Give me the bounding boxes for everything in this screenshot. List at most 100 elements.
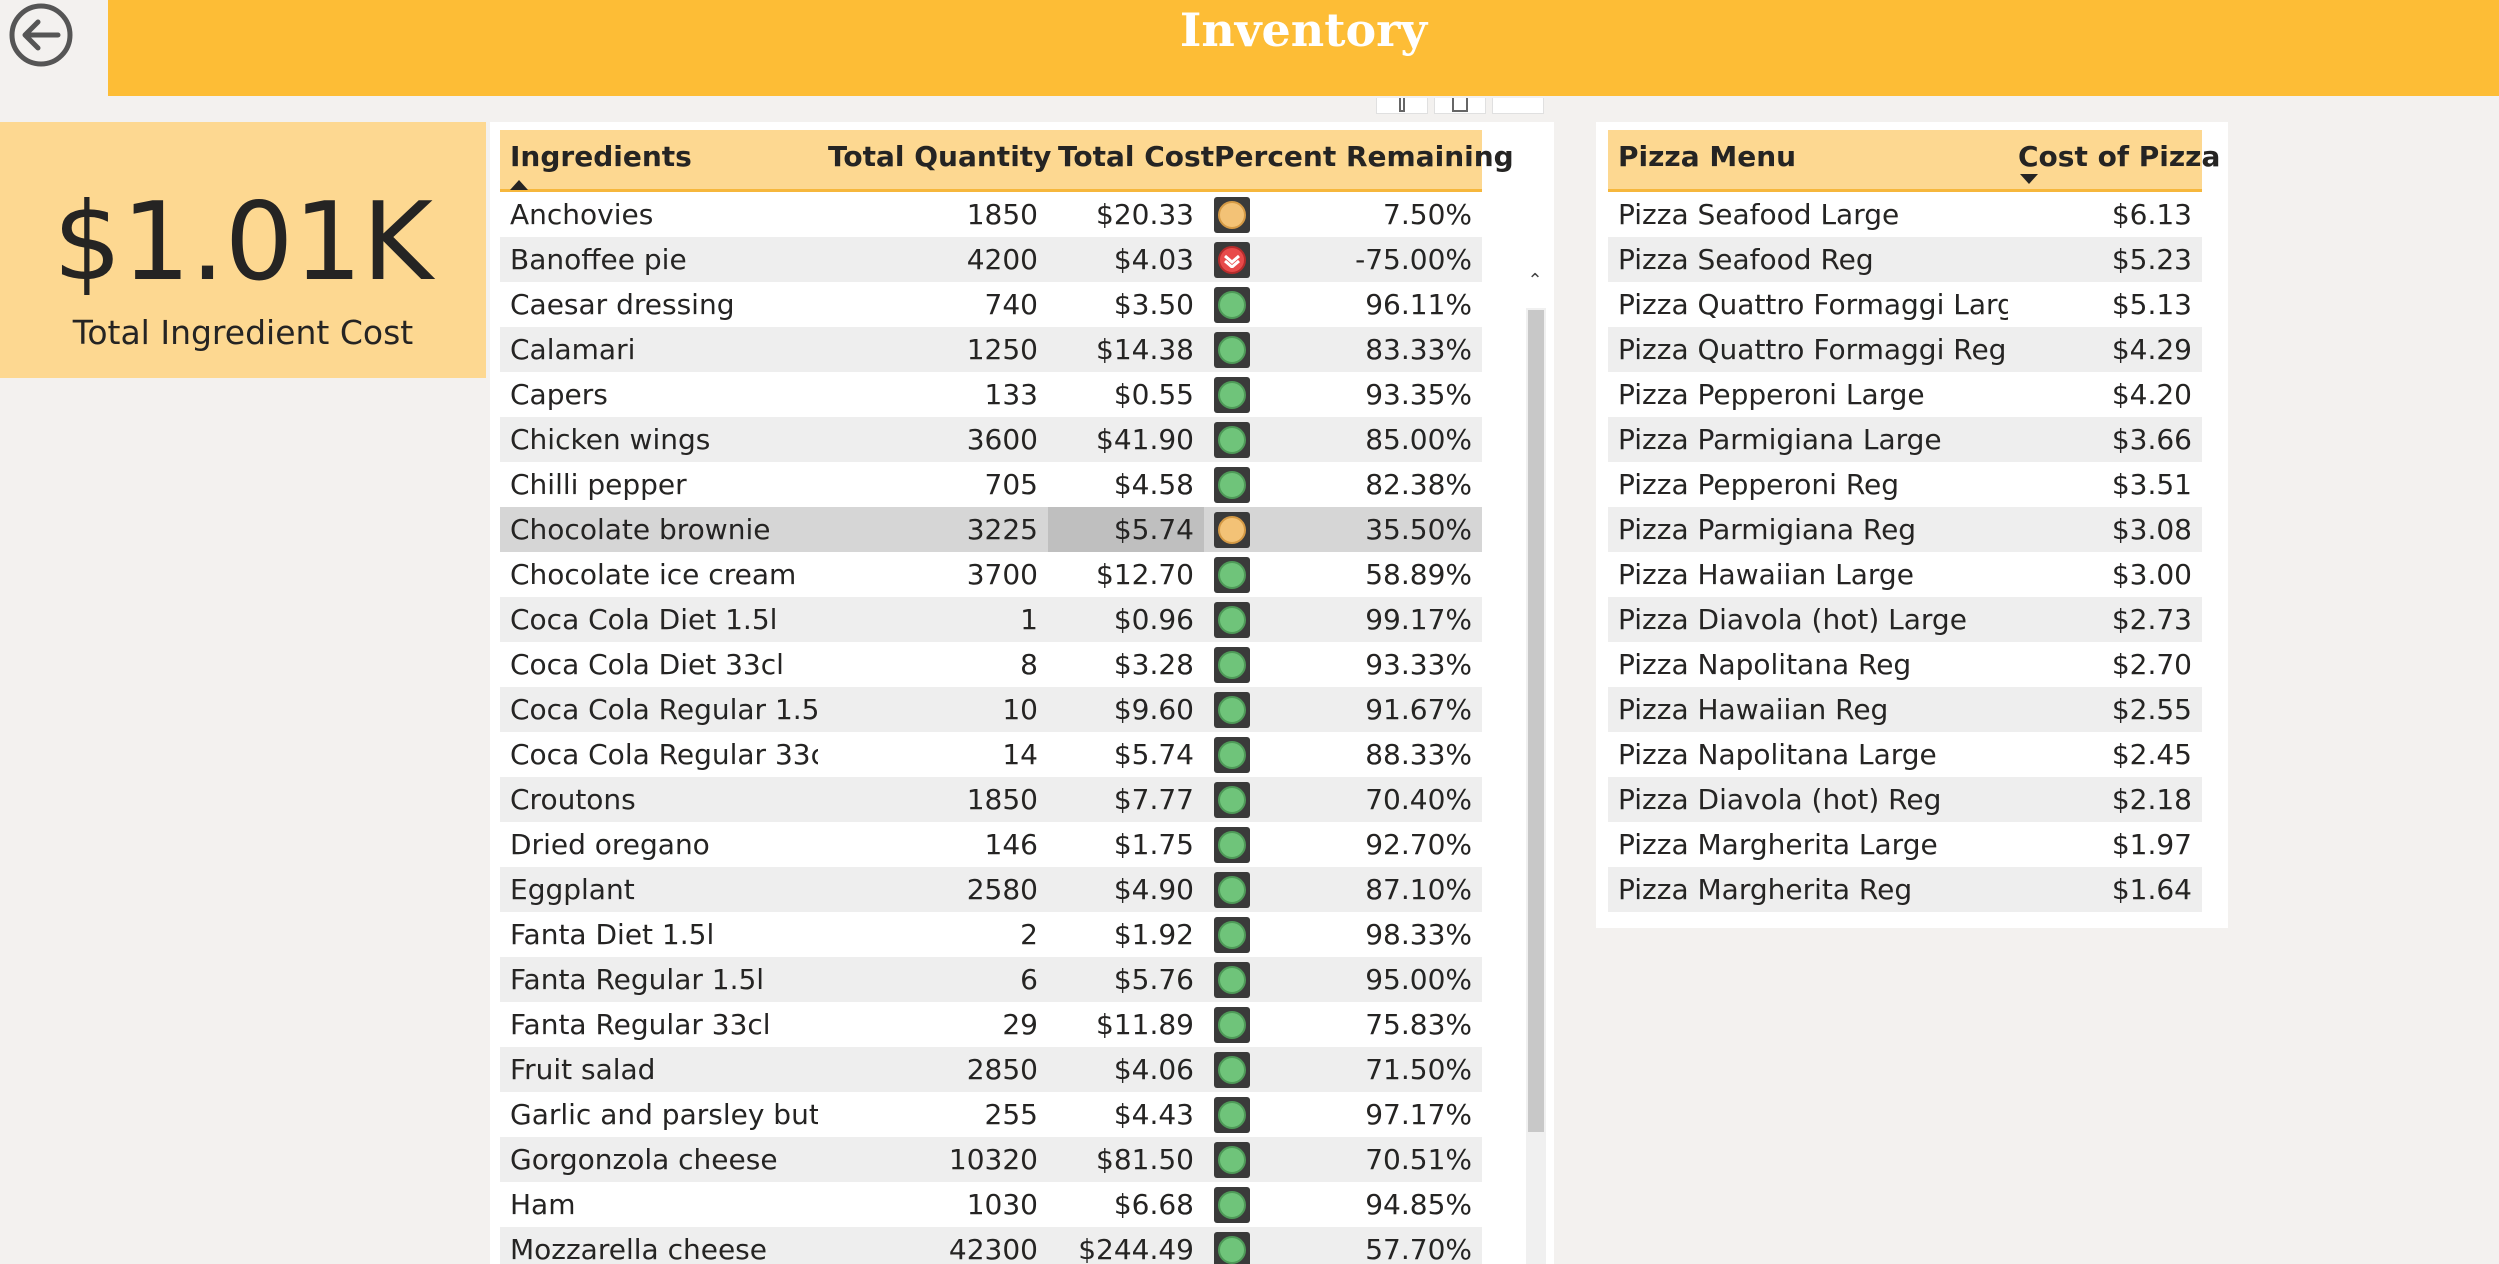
column-header-ingredients[interactable]: Ingredients <box>510 140 692 173</box>
status-indicator-icon <box>1214 1051 1250 1088</box>
table-row[interactable]: Coca Cola Diet 1.5l 1 $0.96 99.17% <box>500 597 1482 642</box>
table-row[interactable]: Coca Cola Regular 1.5l 10 $9.60 91.67% <box>500 687 1482 732</box>
table-row[interactable]: Chicken wings 3600 $41.90 85.00% <box>500 417 1482 462</box>
table-row[interactable]: Coca Cola Regular 33cl 14 $5.74 88.33% <box>500 732 1482 777</box>
ingredient-name: Coca Cola Regular 1.5l <box>510 693 818 726</box>
table-row[interactable]: Pizza Parmigiana Reg $3.08 <box>1608 507 2202 552</box>
total-quantity: 1250 <box>966 333 1038 366</box>
ingredients-table-visual[interactable]: Ingredients Total Quantity Total Cost Pe… <box>490 122 1554 1264</box>
total-quantity: 133 <box>984 378 1038 411</box>
total-ingredient-cost-card[interactable]: $1.01K Total Ingredient Cost <box>0 122 486 378</box>
pizza-cost: $3.00 <box>2111 558 2192 591</box>
percent-remaining-cell: 57.70% <box>1204 1227 1482 1264</box>
total-cost: $41.90 <box>1096 423 1194 456</box>
table-row[interactable]: Gorgonzola cheese 10320 $81.50 70.51% <box>500 1137 1482 1182</box>
status-indicator-icon <box>1214 601 1250 638</box>
pizza-menu-table-visual[interactable]: Pizza Menu Cost of Pizza Pizza Seafood L… <box>1596 122 2228 928</box>
total-cost: $1.75 <box>1113 828 1194 861</box>
pizza-name: Pizza Parmigiana Large <box>1618 423 1942 456</box>
column-header-total-cost[interactable]: Total Cost <box>1058 140 1215 173</box>
table-row[interactable]: Fanta Regular 1.5l 6 $5.76 95.00% <box>500 957 1482 1002</box>
table-row[interactable]: Pizza Pepperoni Reg $3.51 <box>1608 462 2202 507</box>
column-header-cost-of-pizza[interactable]: Cost of Pizza <box>2018 140 2221 173</box>
table-row[interactable]: Calamari 1250 $14.38 83.33% <box>500 327 1482 372</box>
ingredient-name: Calamari <box>510 333 636 366</box>
table-row[interactable]: Dried oregano 146 $1.75 92.70% <box>500 822 1482 867</box>
ingredient-name: Gorgonzola cheese <box>510 1143 778 1176</box>
table-row[interactable]: Pizza Hawaiian Reg $2.55 <box>1608 687 2202 732</box>
percent-remaining-cell: 92.70% <box>1204 822 1482 867</box>
percent-remaining-cell: 7.50% <box>1204 192 1482 237</box>
scrollbar-thumb[interactable] <box>1528 310 1544 1132</box>
table-row[interactable]: Croutons 1850 $7.77 70.40% <box>500 777 1482 822</box>
table-row[interactable]: Pizza Diavola (hot) Reg $2.18 <box>1608 777 2202 822</box>
more-options-button[interactable] <box>1492 98 1544 114</box>
ingredient-name: Mozzarella cheese <box>510 1233 767 1264</box>
table-row[interactable]: Pizza Pepperoni Large $4.20 <box>1608 372 2202 417</box>
table-row[interactable]: Fanta Diet 1.5l 2 $1.92 98.33% <box>500 912 1482 957</box>
back-button[interactable] <box>6 2 76 72</box>
percent-remaining: 7.50% <box>1383 198 1472 231</box>
ingredient-name: Banoffee pie <box>510 243 687 276</box>
table-row[interactable]: Coca Cola Diet 33cl 8 $3.28 93.33% <box>500 642 1482 687</box>
total-quantity: 29 <box>1002 1008 1038 1041</box>
table-row[interactable]: Ham 1030 $6.68 94.85% <box>500 1182 1482 1227</box>
table-row[interactable]: Chilli pepper 705 $4.58 82.38% <box>500 462 1482 507</box>
total-quantity: 3700 <box>966 558 1038 591</box>
table-row[interactable]: Chocolate ice cream 3700 $12.70 58.89% <box>500 552 1482 597</box>
table-row[interactable]: Banoffee pie 4200 $4.03 -75.00% <box>500 237 1482 282</box>
pizza-name: Pizza Margherita Large <box>1618 828 1938 861</box>
kpi-value: $1.01K <box>52 180 433 305</box>
ingredient-name: Coca Cola Regular 33cl <box>510 738 818 771</box>
table-row[interactable]: Pizza Quattro Formaggi Large $5.13 <box>1608 282 2202 327</box>
ingredient-name: Fanta Diet 1.5l <box>510 918 715 951</box>
pizza-name: Pizza Napolitana Reg <box>1618 648 1912 681</box>
total-cost: $0.55 <box>1113 378 1194 411</box>
table-row[interactable]: Pizza Seafood Large $6.13 <box>1608 192 2202 237</box>
table-row[interactable]: Pizza Quattro Formaggi Reg $4.29 <box>1608 327 2202 372</box>
percent-remaining-cell: 85.00% <box>1204 417 1482 462</box>
table-row[interactable]: Mozzarella cheese 42300 $244.49 57.70% <box>500 1227 1482 1264</box>
table-row[interactable]: Pizza Margherita Reg $1.64 <box>1608 867 2202 912</box>
status-indicator-icon <box>1214 1231 1250 1264</box>
status-indicator-icon <box>1214 556 1250 593</box>
total-cost: $4.43 <box>1113 1098 1194 1131</box>
percent-remaining: 97.17% <box>1365 1098 1472 1131</box>
table-row[interactable]: Garlic and parsley butter 255 $4.43 97.17% <box>500 1092 1482 1137</box>
table-row[interactable]: Pizza Napolitana Large $2.45 <box>1608 732 2202 777</box>
column-header-pizza-menu[interactable]: Pizza Menu <box>1618 140 1797 173</box>
total-cost: $4.06 <box>1113 1053 1194 1086</box>
table-row[interactable]: Pizza Diavola (hot) Large $2.73 <box>1608 597 2202 642</box>
percent-remaining-cell: 97.17% <box>1204 1092 1482 1137</box>
table-row[interactable]: Pizza Margherita Large $1.97 <box>1608 822 2202 867</box>
table-row[interactable]: Fanta Regular 33cl 29 $11.89 75.83% <box>500 1002 1482 1047</box>
table-row[interactable]: Capers 133 $0.55 93.35% <box>500 372 1482 417</box>
percent-remaining: 92.70% <box>1365 828 1472 861</box>
scroll-up-icon[interactable]: ⌃ <box>1527 270 1543 291</box>
back-arrow-icon <box>9 3 73 67</box>
sort-ascending-icon[interactable] <box>510 180 528 190</box>
column-header-percent-remaining[interactable]: Percent Remaining <box>1214 140 1514 173</box>
table-row[interactable]: Pizza Hawaiian Large $3.00 <box>1608 552 2202 597</box>
table-row[interactable]: Chocolate brownie 3225 $5.74 35.50% <box>500 507 1482 552</box>
total-cost: $4.90 <box>1113 873 1194 906</box>
table-row[interactable]: Pizza Seafood Reg $5.23 <box>1608 237 2202 282</box>
table-row[interactable]: Fruit salad 2850 $4.06 71.50% <box>500 1047 1482 1092</box>
table-row[interactable]: Caesar dressing 740 $3.50 96.11% <box>500 282 1482 327</box>
sort-descending-icon[interactable] <box>2020 174 2038 184</box>
column-header-total-quantity[interactable]: Total Quantity <box>828 140 1052 173</box>
total-cost: $9.60 <box>1113 693 1194 726</box>
status-indicator-icon <box>1214 286 1250 323</box>
total-quantity: 3225 <box>966 513 1038 546</box>
percent-remaining-cell: 94.85% <box>1204 1182 1482 1227</box>
status-indicator-icon <box>1214 871 1250 908</box>
table-row[interactable]: Pizza Parmigiana Large $3.66 <box>1608 417 2202 462</box>
table-row[interactable]: Pizza Napolitana Reg $2.70 <box>1608 642 2202 687</box>
focus-mode-button[interactable] <box>1434 98 1486 114</box>
status-indicator-icon <box>1214 466 1250 503</box>
table-row[interactable]: Eggplant 2580 $4.90 87.10% <box>500 867 1482 912</box>
pin-visual-button[interactable] <box>1376 98 1428 114</box>
table-row[interactable]: Anchovies 1850 $20.33 7.50% <box>500 192 1482 237</box>
pizza-cost: $1.97 <box>2111 828 2192 861</box>
ingredient-name: Dried oregano <box>510 828 710 861</box>
